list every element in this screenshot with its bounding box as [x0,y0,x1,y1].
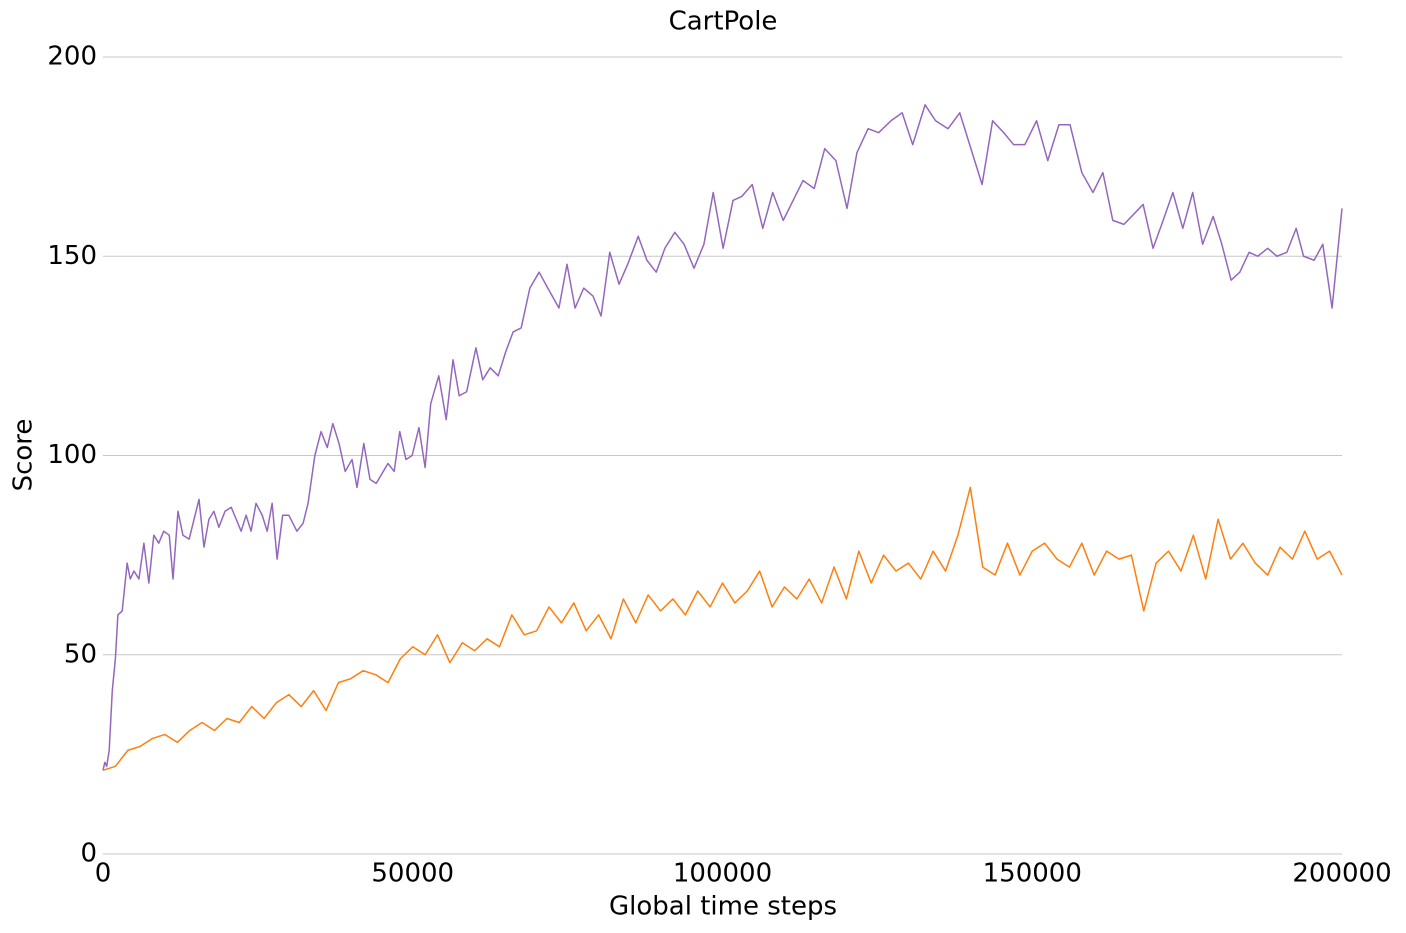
x-tick-label: 200000 [1292,859,1391,889]
x-tick-label: 100000 [673,859,772,889]
y-tick-label: 150 [47,241,97,271]
y-tick-label: 50 [64,639,97,669]
y-tick-label: 100 [47,440,97,470]
y-tick-label: 0 [80,839,97,869]
x-tick-label: 0 [95,859,112,889]
x-tick-label: 150000 [983,859,1082,889]
x-tick-label: 50000 [371,859,454,889]
x-axis-label: Global time steps [609,892,837,922]
y-axis-label: Score [9,419,39,492]
series-line [102,486,1343,772]
chart-title: CartPole [669,7,778,37]
series-line [102,104,1343,771]
y-tick-label: 200 [47,42,97,72]
